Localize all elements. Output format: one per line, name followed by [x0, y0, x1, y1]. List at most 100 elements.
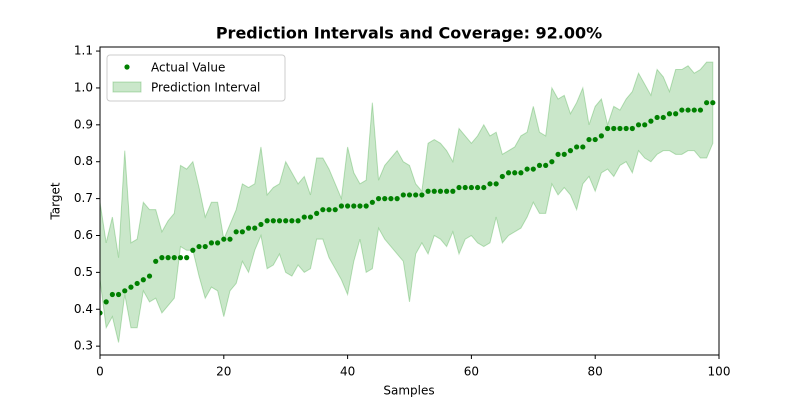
actual-point	[642, 122, 648, 128]
actual-point	[177, 255, 184, 261]
x-tick-label: 100	[708, 365, 731, 379]
actual-point	[159, 255, 165, 261]
actual-point	[314, 210, 320, 216]
actual-point	[561, 151, 567, 157]
actual-point	[697, 107, 704, 113]
actual-point	[153, 258, 159, 264]
actual-point	[419, 192, 425, 198]
actual-point	[258, 221, 264, 228]
x-tick-label: 20	[216, 365, 231, 379]
actual-point	[685, 107, 691, 113]
x-tick-label: 60	[464, 365, 479, 379]
legend-marker	[124, 64, 130, 70]
actual-point	[623, 125, 629, 132]
actual-point	[165, 255, 171, 261]
actual-point	[456, 184, 462, 191]
actual-point	[289, 218, 295, 224]
actual-point	[648, 118, 654, 124]
actual-point	[635, 122, 642, 128]
x-axis-label: Samples	[383, 384, 434, 398]
actual-point	[660, 114, 666, 121]
actual-point	[592, 136, 598, 143]
actual-point	[499, 173, 505, 180]
actual-point	[233, 229, 239, 235]
actual-point	[307, 214, 314, 220]
actual-point	[252, 225, 258, 231]
plot-frame	[99, 46, 720, 356]
actual-point	[301, 214, 307, 220]
y-tick-label: 0.8	[74, 154, 93, 168]
actual-point	[617, 125, 623, 132]
actual-point	[394, 196, 400, 202]
actual-point	[134, 280, 140, 287]
actual-point	[357, 203, 363, 209]
actual-point	[679, 107, 685, 113]
actual-point	[264, 218, 270, 224]
actual-point	[598, 133, 604, 139]
actual-point	[673, 111, 679, 117]
legend-label: Prediction Interval	[151, 81, 260, 95]
actual-point	[549, 159, 555, 165]
actual-point	[276, 218, 283, 224]
y-tick-label: 0.5	[74, 265, 93, 279]
actual-point	[406, 192, 413, 198]
actual-point	[505, 170, 512, 176]
actual-point	[375, 196, 382, 202]
actual-point	[493, 181, 499, 187]
actual-point	[518, 170, 524, 176]
y-tick-label: 0.6	[74, 228, 93, 242]
actual-point	[691, 107, 697, 113]
x-tick-label: 40	[340, 365, 355, 379]
x-tick-label: 0	[96, 365, 104, 379]
actual-point	[468, 184, 474, 191]
actual-point	[629, 125, 635, 132]
actual-point	[666, 111, 673, 117]
actual-point	[536, 162, 543, 169]
actual-point	[450, 188, 456, 194]
actual-point	[283, 218, 289, 224]
actual-point	[215, 240, 221, 246]
actual-point	[109, 291, 115, 298]
actual-point	[704, 100, 710, 106]
actual-point	[413, 192, 419, 198]
actual-point	[512, 170, 518, 176]
actual-point	[122, 288, 128, 294]
actual-point	[530, 166, 536, 172]
actual-point	[382, 196, 388, 202]
actual-point	[444, 188, 450, 194]
x-tick-label: 80	[588, 365, 603, 379]
actual-point	[338, 203, 345, 209]
actual-point	[437, 188, 444, 194]
actual-point	[474, 184, 481, 191]
y-axis-label: Target	[49, 182, 63, 220]
actual-point	[431, 188, 437, 194]
actual-point	[580, 144, 586, 150]
y-tick-label: 1.1	[74, 44, 93, 58]
legend-box	[106, 54, 286, 102]
actual-point	[227, 236, 233, 242]
actual-point	[128, 284, 134, 290]
actual-point	[487, 181, 493, 187]
actual-point	[103, 299, 109, 305]
actual-point	[524, 166, 530, 172]
actual-point	[345, 203, 351, 209]
legend-swatch	[112, 81, 142, 93]
actual-point	[221, 236, 227, 242]
actual-point	[363, 203, 369, 209]
y-tick-label: 0.9	[74, 117, 93, 131]
actual-point	[245, 225, 252, 231]
actual-point	[100, 310, 103, 316]
actual-point	[140, 277, 146, 283]
actual-point	[202, 243, 208, 250]
actual-point	[555, 151, 561, 157]
actual-point	[190, 247, 196, 253]
y-tick-label: 0.4	[74, 302, 93, 316]
actual-point	[369, 199, 375, 205]
interval-band	[100, 61, 714, 343]
legend-label: Actual Value	[151, 61, 225, 75]
chart-title: Prediction Intervals and Coverage: 92.00…	[216, 24, 602, 43]
actual-point	[239, 229, 245, 235]
actual-point	[388, 196, 394, 202]
actual-point	[710, 100, 716, 106]
